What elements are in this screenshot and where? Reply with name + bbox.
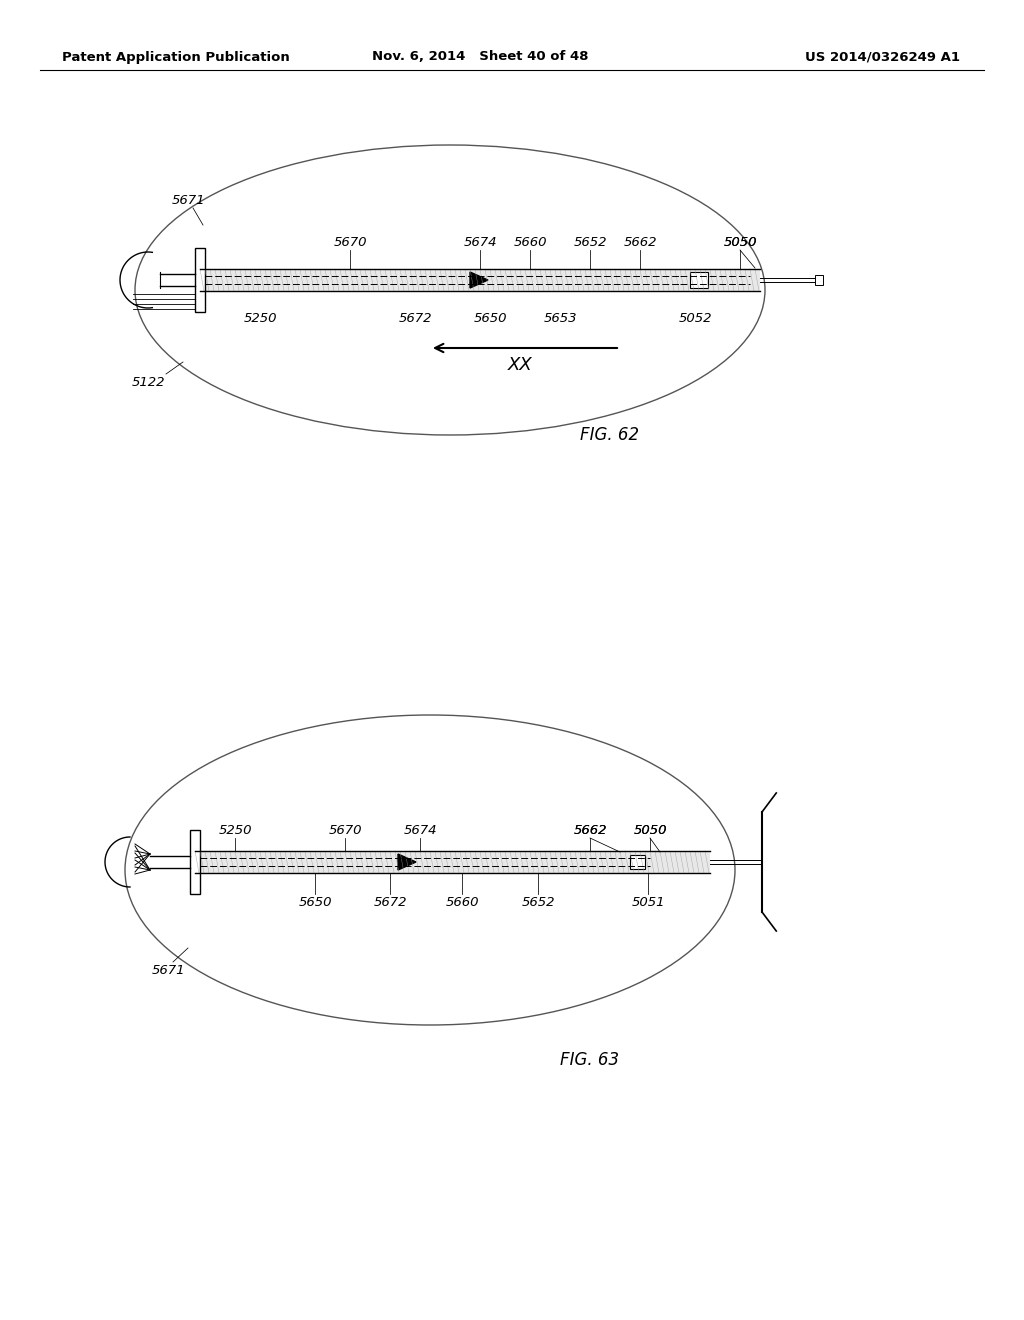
Text: 5051: 5051 — [631, 895, 665, 908]
Text: 5670: 5670 — [333, 235, 367, 248]
Text: Nov. 6, 2014   Sheet 40 of 48: Nov. 6, 2014 Sheet 40 of 48 — [372, 50, 588, 63]
Text: 5660: 5660 — [513, 235, 547, 248]
Bar — [630, 855, 645, 869]
Text: 5674: 5674 — [463, 235, 497, 248]
Text: 5250: 5250 — [218, 824, 252, 837]
Polygon shape — [470, 272, 488, 288]
Text: 5671: 5671 — [152, 964, 184, 977]
Bar — [195, 248, 205, 312]
Text: 5662: 5662 — [573, 824, 607, 837]
Text: Patent Application Publication: Patent Application Publication — [62, 50, 290, 63]
Text: 5050: 5050 — [723, 235, 757, 248]
Text: XX: XX — [508, 356, 532, 374]
Bar — [190, 830, 200, 894]
Text: 5052: 5052 — [678, 312, 712, 325]
Text: 5662: 5662 — [624, 235, 656, 248]
Text: 5050: 5050 — [633, 824, 667, 837]
Bar — [200, 269, 760, 290]
Bar — [690, 272, 708, 288]
Text: 5652: 5652 — [573, 235, 607, 248]
Text: 5050: 5050 — [723, 235, 757, 248]
Text: 5660: 5660 — [445, 895, 479, 908]
Text: 5653: 5653 — [544, 312, 577, 325]
Text: 5662: 5662 — [573, 824, 607, 837]
Bar — [195, 851, 710, 873]
Text: 5672: 5672 — [374, 895, 407, 908]
Text: 5122: 5122 — [131, 375, 165, 388]
Text: 5650: 5650 — [298, 895, 332, 908]
Text: 5672: 5672 — [398, 312, 432, 325]
Text: 5670: 5670 — [329, 824, 361, 837]
Text: 5050: 5050 — [633, 824, 667, 837]
Text: 5674: 5674 — [403, 824, 437, 837]
Text: FIG. 63: FIG. 63 — [560, 1051, 620, 1069]
Text: 5650: 5650 — [473, 312, 507, 325]
Bar — [815, 275, 823, 285]
Text: US 2014/0326249 A1: US 2014/0326249 A1 — [805, 50, 961, 63]
Polygon shape — [398, 854, 416, 870]
Text: FIG. 62: FIG. 62 — [581, 426, 640, 444]
Text: 5250: 5250 — [244, 312, 276, 325]
Text: 5671: 5671 — [171, 194, 205, 206]
Text: 5652: 5652 — [521, 895, 555, 908]
